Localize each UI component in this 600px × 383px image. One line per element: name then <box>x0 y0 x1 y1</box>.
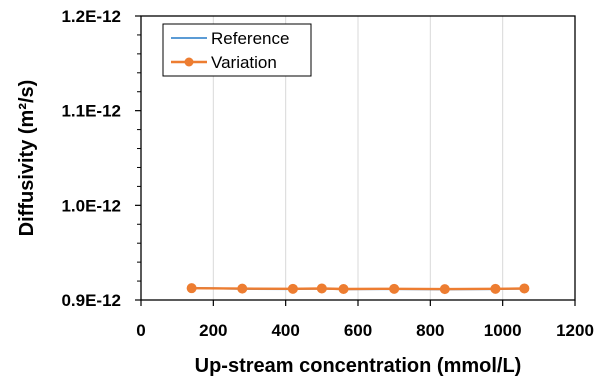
data-point-variation <box>439 284 450 295</box>
data-point-variation <box>338 284 349 295</box>
x-tick-label: 200 <box>199 321 227 340</box>
y-tick-label: 1.0E-12 <box>61 196 121 215</box>
y-axis-title: Diffusivity (m²/s) <box>16 80 38 237</box>
legend-item-variation: Variation <box>171 53 277 72</box>
x-tick-label: 600 <box>344 321 372 340</box>
x-axis-title: Up-stream concentration (mmol/L) <box>195 355 522 377</box>
data-point-variation <box>519 283 530 294</box>
legend-label-variation: Variation <box>211 53 277 72</box>
legend-label-reference: Reference <box>211 29 289 48</box>
data-point-variation <box>389 283 400 294</box>
x-tick-label: 1000 <box>484 321 522 340</box>
data-point-variation <box>316 283 327 294</box>
x-tick-label: 1200 <box>556 321 594 340</box>
y-tick-label: 0.9E-12 <box>61 291 121 310</box>
data-point-variation <box>186 283 197 294</box>
y-minor-ticks <box>137 34 141 282</box>
data-point-variation <box>287 283 298 294</box>
series-variation <box>186 283 530 295</box>
y-tick-label: 1.2E-12 <box>61 7 121 26</box>
legend-marker-variation <box>184 57 194 67</box>
y-axis-ticks: 0.9E-12 1.0E-12 1.1E-12 1.2E-12 <box>61 7 141 310</box>
data-point-variation <box>237 283 248 294</box>
x-axis-ticks: 0 200 400 600 800 1000 1200 <box>136 300 594 340</box>
legend: Reference Variation <box>162 23 312 77</box>
x-tick-label: 400 <box>271 321 299 340</box>
y-tick-label: 1.1E-12 <box>61 102 121 121</box>
legend-box <box>162 23 312 77</box>
data-point-variation <box>490 283 501 294</box>
x-tick-label: 800 <box>416 321 444 340</box>
x-tick-label: 0 <box>136 321 145 340</box>
legend-item-reference: Reference <box>171 29 289 48</box>
series-layer <box>186 283 530 295</box>
